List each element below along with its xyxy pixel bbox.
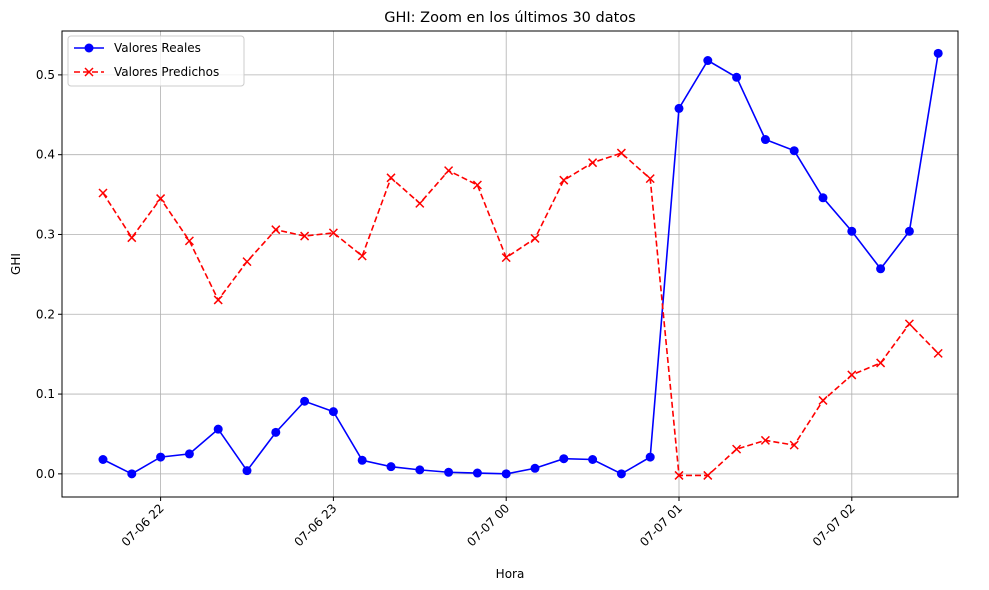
legend-label-reales: Valores Reales: [114, 41, 201, 55]
data-point: [184, 236, 194, 246]
data-point: [616, 148, 626, 158]
data-point: [415, 465, 425, 475]
series-predichos: [98, 148, 943, 480]
legend: Valores Reales Valores Predichos: [67, 35, 245, 87]
data-point: [760, 435, 770, 445]
series-line: [102, 152, 939, 477]
data-point: [559, 175, 569, 185]
x-axis-label: Hora: [496, 567, 525, 581]
data-point: [559, 454, 569, 464]
data-point: [588, 454, 598, 464]
data-point: [501, 253, 511, 263]
data-point: [847, 370, 857, 380]
y-tick-label: 0.5: [36, 68, 55, 82]
y-tick-label: 0.3: [36, 227, 55, 241]
x-tick-label: 07-07 02: [810, 501, 858, 549]
data-point: [472, 180, 482, 190]
data-point: [933, 48, 943, 58]
data-point: [98, 454, 108, 464]
data-point: [386, 173, 396, 183]
data-point: [98, 188, 108, 198]
series-reales: [98, 48, 943, 479]
legend-box: [67, 35, 245, 87]
series-layer: [98, 48, 943, 480]
data-point: [271, 225, 281, 235]
y-tick-label: 0.2: [36, 307, 55, 321]
data-point: [904, 319, 914, 329]
data-point: [645, 174, 655, 184]
data-point: [357, 251, 367, 261]
data-point: [789, 440, 799, 450]
data-point: [271, 427, 281, 437]
data-point: [213, 295, 223, 305]
legend-label-predichos: Valores Predichos: [114, 65, 219, 79]
y-tick-label: 0.1: [36, 387, 55, 401]
legend-marker-reales: [84, 43, 94, 53]
data-point: [904, 226, 914, 236]
data-point: [127, 469, 137, 479]
data-point: [933, 348, 943, 358]
data-point: [300, 396, 310, 406]
data-point: [847, 226, 857, 236]
data-point: [156, 452, 166, 462]
data-point: [444, 467, 454, 477]
data-point: [242, 466, 252, 476]
data-point: [876, 358, 886, 368]
legend-entry-predichos: Valores Predichos: [74, 65, 219, 79]
data-point: [703, 56, 713, 66]
data-point: [530, 463, 540, 473]
data-point: [213, 424, 223, 434]
data-point: [674, 103, 684, 113]
data-point: [328, 228, 338, 238]
data-point: [415, 198, 425, 208]
data-point: [674, 470, 684, 480]
y-tick-label: 0.4: [36, 148, 55, 162]
data-point: [242, 257, 252, 267]
data-point: [876, 264, 886, 274]
series-line: [102, 53, 939, 475]
data-point: [444, 166, 454, 176]
data-point: [328, 407, 338, 417]
data-point: [472, 468, 482, 478]
x-tick-label: 07-07 01: [637, 501, 685, 549]
data-point: [645, 452, 655, 462]
legend-entry-reales: Valores Reales: [74, 41, 201, 55]
data-point: [588, 158, 598, 168]
data-point: [818, 395, 828, 405]
data-point: [501, 469, 511, 479]
y-tick-label: 0.0: [36, 467, 55, 481]
data-point: [732, 444, 742, 454]
x-tick-label: 07-06 23: [291, 501, 339, 549]
legend-marker-predichos: [84, 67, 94, 77]
chart-title: GHI: Zoom en los últimos 30 datos: [384, 10, 635, 26]
data-point: [530, 233, 540, 243]
data-point: [732, 72, 742, 82]
data-point: [616, 469, 626, 479]
data-point: [127, 233, 137, 243]
data-point: [184, 449, 194, 459]
plot-border: [61, 30, 959, 498]
plot-area: 0.0 0.1 0.2 0.3 0.4 0.5 07-06 22 07-06 23 07-07 …: [36, 30, 959, 549]
data-point: [703, 470, 713, 480]
data-point: [789, 146, 799, 156]
data-point: [818, 193, 828, 203]
x-tick-label: 07-07 00: [464, 501, 512, 549]
data-point: [386, 462, 396, 472]
data-point: [300, 231, 310, 241]
data-point: [156, 194, 166, 204]
data-point: [357, 455, 367, 465]
data-point: [760, 135, 770, 145]
plot-frame: [62, 31, 958, 497]
x-tick-label: 07-06 22: [119, 501, 167, 549]
y-axis-label: GHI: [9, 253, 23, 275]
